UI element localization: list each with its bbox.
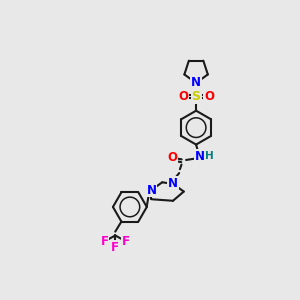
Text: F: F [111, 241, 119, 254]
Text: F: F [122, 235, 130, 248]
Text: N: N [191, 76, 201, 89]
Text: O: O [204, 90, 214, 103]
Text: O: O [178, 90, 188, 103]
Text: N: N [168, 177, 178, 190]
Text: S: S [192, 90, 201, 103]
Text: F: F [100, 235, 109, 248]
Text: N: N [146, 184, 156, 196]
Text: H: H [205, 151, 214, 161]
Text: N: N [195, 150, 205, 163]
Text: O: O [167, 151, 177, 164]
